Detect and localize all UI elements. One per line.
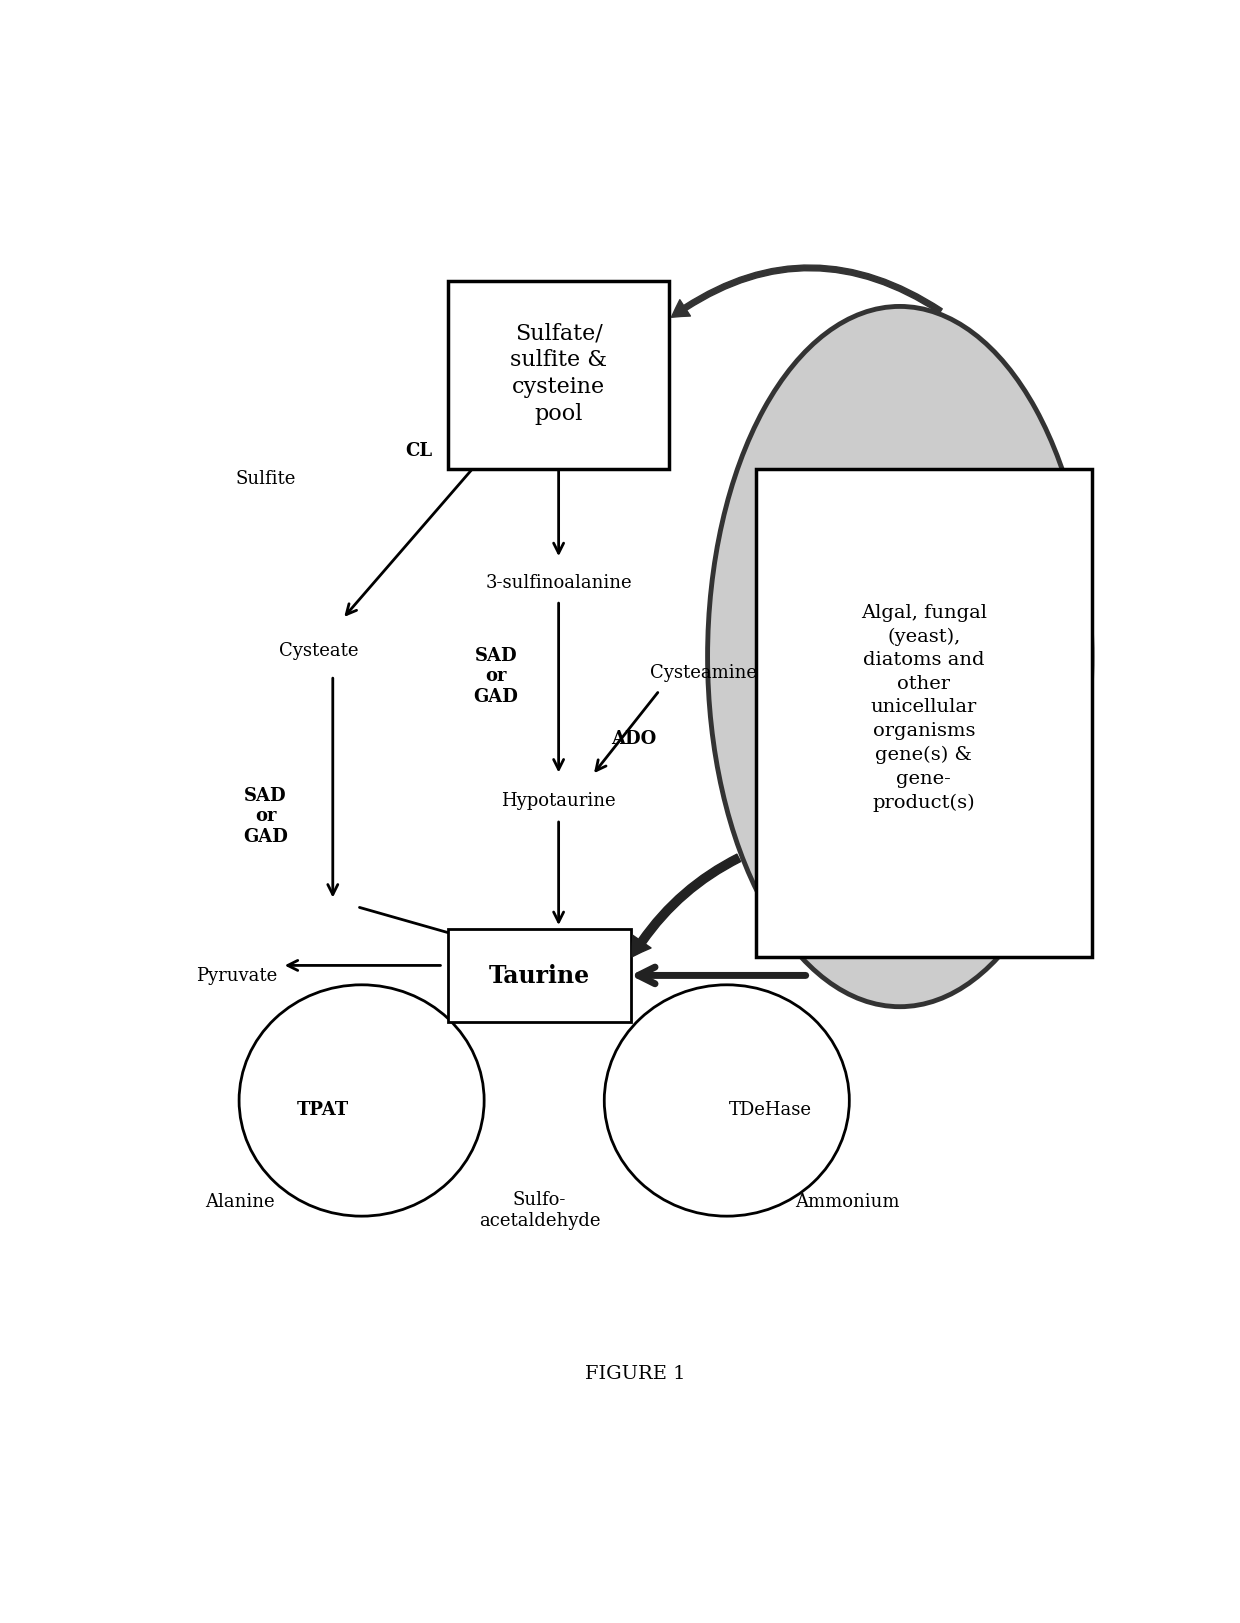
Text: Pyruvate: Pyruvate [196, 967, 278, 985]
FancyBboxPatch shape [448, 928, 631, 1022]
Text: CDO: CDO [593, 448, 637, 466]
FancyBboxPatch shape [448, 282, 670, 469]
Text: TPAT: TPAT [298, 1100, 350, 1118]
FancyArrowPatch shape [632, 855, 740, 958]
Text: Algal, fungal
(yeast),
diatoms and
other
unicellular
organisms
gene(s) &
gene-
p: Algal, fungal (yeast), diatoms and other… [861, 604, 987, 812]
FancyBboxPatch shape [755, 469, 1092, 958]
Ellipse shape [239, 985, 484, 1216]
Text: Taurine: Taurine [489, 964, 590, 988]
Text: CL: CL [405, 441, 433, 459]
Text: 3-sulfinoalanine: 3-sulfinoalanine [485, 573, 632, 591]
FancyArrowPatch shape [671, 266, 942, 318]
Text: Sulfate/
sulfite &
cysteine
pool: Sulfate/ sulfite & cysteine pool [510, 321, 608, 425]
Text: FIGURE 1: FIGURE 1 [585, 1365, 686, 1383]
Text: Alanine: Alanine [205, 1191, 274, 1209]
Text: Cysteamine: Cysteamine [650, 664, 756, 682]
Ellipse shape [604, 985, 849, 1216]
Text: Ammonium: Ammonium [795, 1191, 899, 1209]
Text: SAD
or
GAD: SAD or GAD [243, 786, 288, 846]
Text: Sulfo-
acetaldehyde: Sulfo- acetaldehyde [479, 1190, 600, 1229]
Text: Sulfite: Sulfite [236, 469, 295, 487]
Text: TDeHase: TDeHase [729, 1100, 811, 1118]
Text: Cysteate: Cysteate [279, 643, 358, 661]
Text: ADO: ADO [611, 729, 657, 747]
Text: SAD
or
GAD: SAD or GAD [474, 646, 518, 706]
Text: Hypotaurine: Hypotaurine [501, 792, 616, 810]
Ellipse shape [708, 307, 1092, 1006]
